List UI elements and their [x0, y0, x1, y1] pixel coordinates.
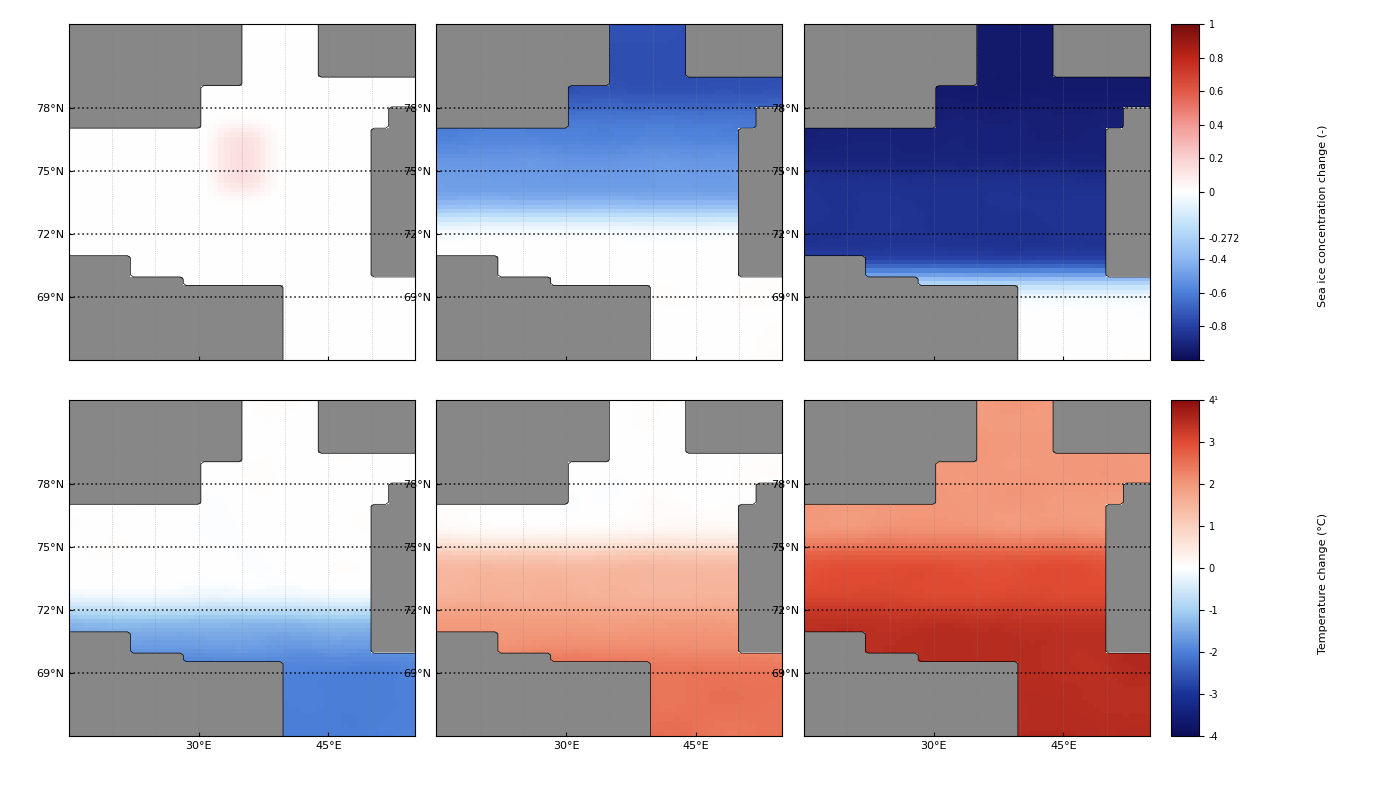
Text: Sea ice concentration change (-): Sea ice concentration change (-): [1317, 125, 1328, 307]
Text: Temperature change (°C): Temperature change (°C): [1317, 514, 1328, 654]
